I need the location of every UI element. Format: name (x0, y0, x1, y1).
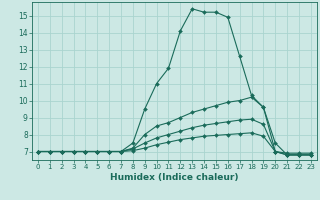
X-axis label: Humidex (Indice chaleur): Humidex (Indice chaleur) (110, 173, 239, 182)
